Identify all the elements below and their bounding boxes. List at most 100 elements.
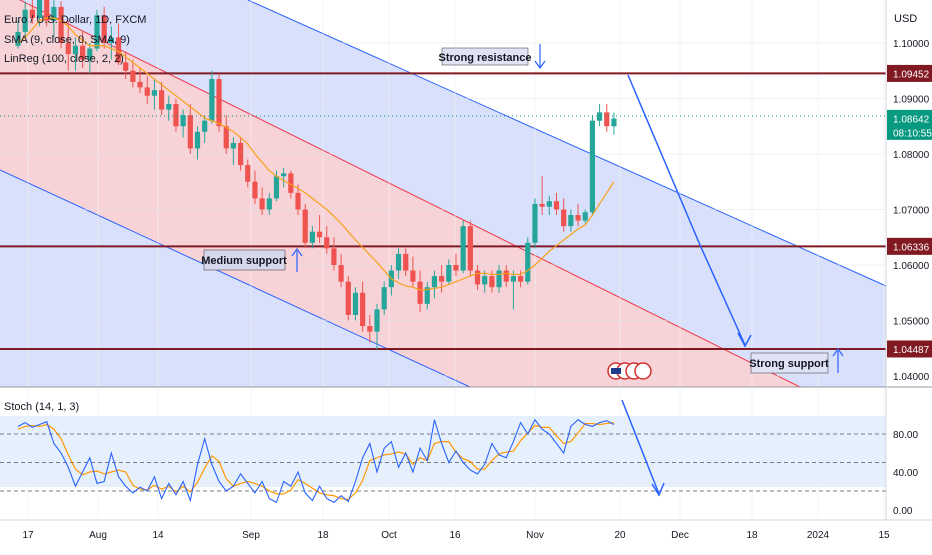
price-label: 1.06336 bbox=[893, 242, 930, 253]
countdown-label: 08:10:55 bbox=[893, 128, 932, 139]
strong-support-label: Strong support bbox=[749, 347, 844, 374]
candle-body bbox=[288, 173, 294, 193]
candle-body bbox=[417, 281, 423, 304]
candle-body bbox=[281, 173, 287, 177]
candle-body bbox=[345, 281, 351, 315]
candle-body bbox=[532, 203, 538, 243]
candle-body bbox=[381, 287, 387, 310]
candle-body bbox=[166, 104, 172, 110]
candle-body bbox=[216, 79, 222, 127]
stoch-tick-label: 80.00 bbox=[893, 430, 918, 441]
x-tick-label: 20 bbox=[614, 530, 626, 541]
candle-body bbox=[496, 270, 502, 288]
candle-body bbox=[80, 45, 86, 60]
stoch-k-line bbox=[17, 418, 615, 504]
candle-body bbox=[474, 270, 481, 285]
x-tick-label: Nov bbox=[526, 530, 544, 541]
candle-body bbox=[604, 112, 610, 127]
price-label: 1.08642 bbox=[893, 114, 930, 125]
sma-line bbox=[17, 17, 615, 291]
candle-body bbox=[525, 242, 531, 282]
candle-body bbox=[489, 276, 495, 288]
candle-body bbox=[295, 192, 301, 210]
candle-body bbox=[266, 198, 272, 210]
forecast-arrow bbox=[627, 74, 752, 348]
stoch-band bbox=[0, 416, 886, 487]
candle-body bbox=[453, 265, 459, 271]
candle-body bbox=[431, 276, 438, 288]
candle-body bbox=[309, 231, 315, 243]
strong-resistance-label: Strong resistance bbox=[439, 44, 546, 70]
x-tick-label: 18 bbox=[746, 530, 758, 541]
price-label-box bbox=[887, 340, 932, 358]
candle-body bbox=[352, 292, 359, 315]
candle-body bbox=[403, 253, 409, 271]
candle-body bbox=[374, 309, 380, 332]
candle-body bbox=[582, 212, 588, 221]
y-tick-label: 1.09000 bbox=[893, 95, 930, 106]
candle-body bbox=[546, 201, 552, 207]
candle-body bbox=[94, 15, 100, 49]
candle-body bbox=[589, 120, 595, 213]
candle-body bbox=[424, 287, 430, 304]
candle-body bbox=[316, 231, 323, 238]
candle-body bbox=[15, 31, 21, 46]
price-label: 1.04487 bbox=[893, 345, 930, 356]
x-tick-label: Aug bbox=[89, 530, 107, 541]
price-label-box bbox=[887, 237, 932, 255]
candle-body bbox=[273, 176, 280, 199]
candle-body bbox=[72, 45, 79, 55]
candle-body bbox=[194, 131, 201, 149]
candle-body bbox=[58, 6, 64, 44]
candle-body bbox=[87, 48, 93, 60]
x-tick-label: 2024 bbox=[807, 530, 830, 541]
y-tick-label: 1.07000 bbox=[893, 206, 930, 217]
candle-body bbox=[324, 237, 330, 249]
candle-body bbox=[518, 276, 524, 282]
legend-linreg[interactable]: LinReg (100, close, 2, 2) bbox=[4, 53, 124, 65]
candle-body bbox=[223, 126, 229, 149]
candle-body bbox=[482, 276, 488, 285]
candle-body bbox=[439, 276, 445, 282]
candle-body bbox=[467, 226, 473, 271]
candle-body bbox=[51, 6, 57, 21]
medium-support-text: Medium support bbox=[201, 255, 287, 267]
legend-sma[interactable]: SMA (9, close, 0, SMA, 9) bbox=[4, 34, 130, 46]
y-tick-label: 1.08000 bbox=[893, 150, 930, 161]
price-labels: 1.09452 1.08642 08:10:55 1.06336 1.04487 bbox=[887, 64, 932, 358]
candle-body bbox=[360, 292, 366, 327]
candle-body bbox=[539, 203, 545, 207]
candle-body bbox=[446, 265, 452, 282]
candle-body bbox=[575, 215, 581, 221]
candle-body bbox=[151, 90, 158, 96]
stoch-tick-label: 0.00 bbox=[893, 506, 913, 517]
grid bbox=[0, 0, 886, 520]
currency-label[interactable]: USD bbox=[894, 13, 917, 25]
time-axis[interactable]: 17 Aug 14 Sep 18 Oct 16 Nov 20 Dec 18 2024 15 bbox=[22, 530, 890, 541]
event-flags-icon[interactable] bbox=[607, 362, 652, 380]
price-label-box bbox=[887, 109, 932, 140]
candle-body bbox=[144, 87, 150, 96]
candle-body bbox=[395, 253, 402, 271]
channel-lower-line bbox=[0, 169, 471, 388]
candle-body bbox=[180, 115, 186, 127]
stoch-axis[interactable]: 80.00 40.00 0.00 bbox=[893, 430, 918, 517]
candle-body bbox=[22, 9, 28, 32]
y-tick-label: 1.06000 bbox=[893, 261, 930, 272]
y-tick-label: 1.10000 bbox=[893, 39, 930, 50]
x-tick-label: 16 bbox=[449, 530, 461, 541]
channel-mid-line bbox=[19, 0, 801, 388]
candle-body bbox=[596, 112, 603, 121]
channel-upper-line bbox=[247, 0, 887, 287]
candle-body bbox=[302, 209, 308, 243]
stoch-title[interactable]: Stoch (14, 1, 3) bbox=[4, 401, 79, 413]
channel-red-fill bbox=[0, 0, 800, 387]
price-axis[interactable]: 1.10000 1.09000 1.08000 1.07000 1.06000 1.050… bbox=[893, 39, 930, 383]
x-tick-label: 18 bbox=[317, 530, 329, 541]
stoch-forecast-arrow bbox=[621, 399, 665, 497]
candle-body bbox=[230, 142, 236, 149]
strong-resistance-text: Strong resistance bbox=[439, 52, 532, 64]
candle-body bbox=[137, 81, 143, 88]
symbol-title[interactable]: Euro / U.S. Dollar, 1D, FXCM bbox=[4, 14, 146, 26]
